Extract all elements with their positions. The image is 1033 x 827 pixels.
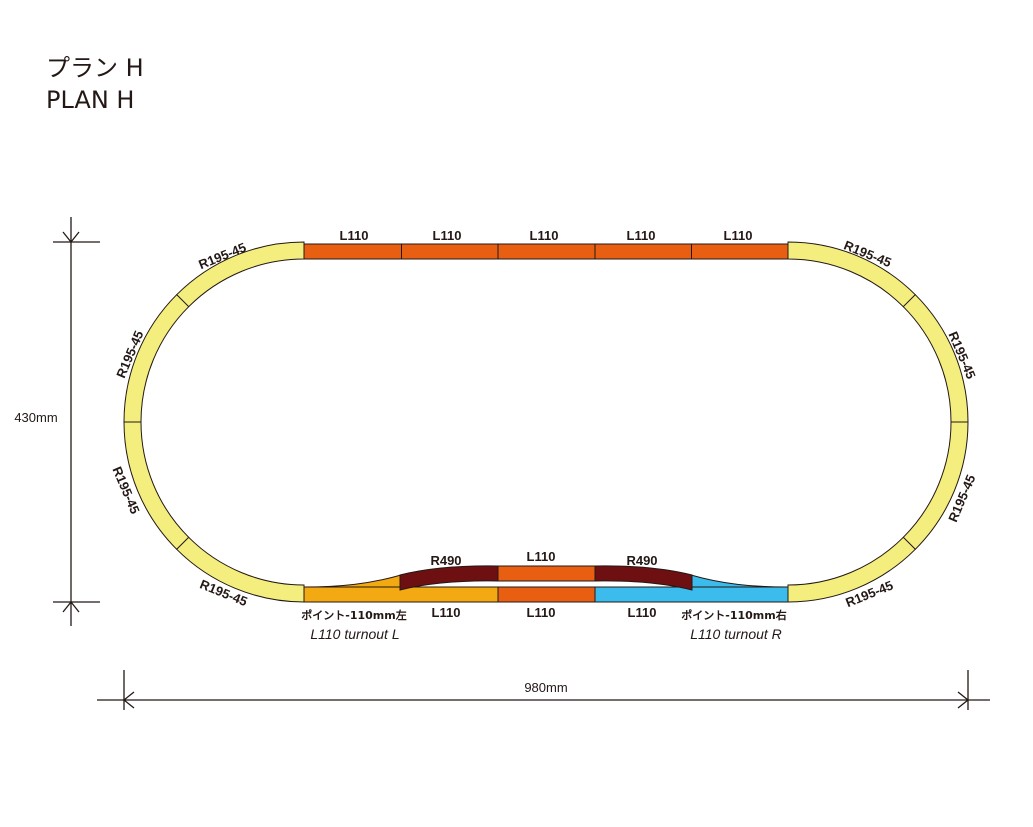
dim-vertical-arrow-top	[62, 231, 80, 244]
siding-r490-left	[399, 565, 499, 591]
label-bottom-1: L110	[432, 605, 461, 620]
dim-vertical-arrow-bottom	[62, 600, 80, 613]
dim-height-label: 430mm	[14, 410, 57, 425]
turnout-right-diverge	[690, 574, 789, 588]
straight-top-4	[594, 243, 692, 260]
straight-top-3	[497, 243, 596, 260]
label-siding-r490-right: R490	[626, 553, 657, 568]
siding-straight-center	[497, 565, 596, 582]
curve-left-bottom	[175, 536, 305, 603]
dim-horizontal-arrow-left	[122, 691, 135, 709]
siding-r490-right	[594, 565, 693, 591]
label-bottom-2: L110	[527, 605, 556, 620]
straight-top-1	[303, 243, 402, 260]
label-turnout-right-en: L110 turnout R	[690, 626, 782, 642]
curve-right-bottom	[787, 536, 917, 603]
label-turnout-right-ja: ポイント-110mm右	[681, 608, 786, 622]
dim-width-label: 980mm	[524, 680, 567, 695]
label-bottom-3: L110	[628, 605, 657, 620]
curve-left-lower	[123, 421, 190, 551]
label-siding-center: L110	[527, 549, 556, 564]
straight-top-2	[401, 243, 499, 260]
label-top-1: L110	[340, 228, 369, 243]
turnout-left-diverge	[303, 574, 402, 588]
label-siding-r490-left: R490	[430, 553, 461, 568]
straight-top-5	[691, 243, 789, 260]
plan-title-ja: プラン H	[46, 54, 144, 82]
plan-title-en: PLAN H	[46, 86, 135, 114]
label-top-5: L110	[724, 228, 753, 243]
straight-bottom-center	[497, 586, 596, 603]
label-turnout-left-en: L110 turnout L	[310, 626, 399, 642]
dim-horizontal-arrow-right	[957, 691, 970, 709]
label-top-3: L110	[530, 228, 559, 243]
label-top-2: L110	[433, 228, 462, 243]
label-turnout-left-ja: ポイント-110mm左	[301, 608, 406, 622]
label-top-4: L110	[627, 228, 656, 243]
